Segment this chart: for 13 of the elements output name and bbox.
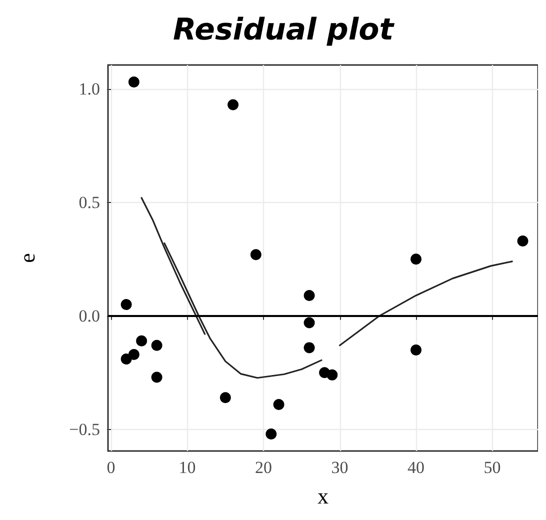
y-tick-label: 0.5 [78, 192, 100, 212]
x-axis-title: x [318, 484, 328, 508]
x-tick-label: 40 [408, 458, 425, 477]
x-tick-label: 0 [106, 458, 116, 477]
x-tick-label: 10 [178, 458, 196, 477]
y-tick-label: 0.0 [78, 306, 100, 326]
chart-title: Residual plot [173, 12, 396, 48]
x-tick-label: 30 [331, 458, 348, 477]
y-axis-title: e [14, 253, 40, 263]
x-tick-label: 20 [255, 458, 272, 477]
y-tick-label: 1.0 [78, 79, 100, 98]
y-tick-label: −0.5 [69, 420, 100, 439]
x-tick-label: 50 [484, 458, 501, 477]
